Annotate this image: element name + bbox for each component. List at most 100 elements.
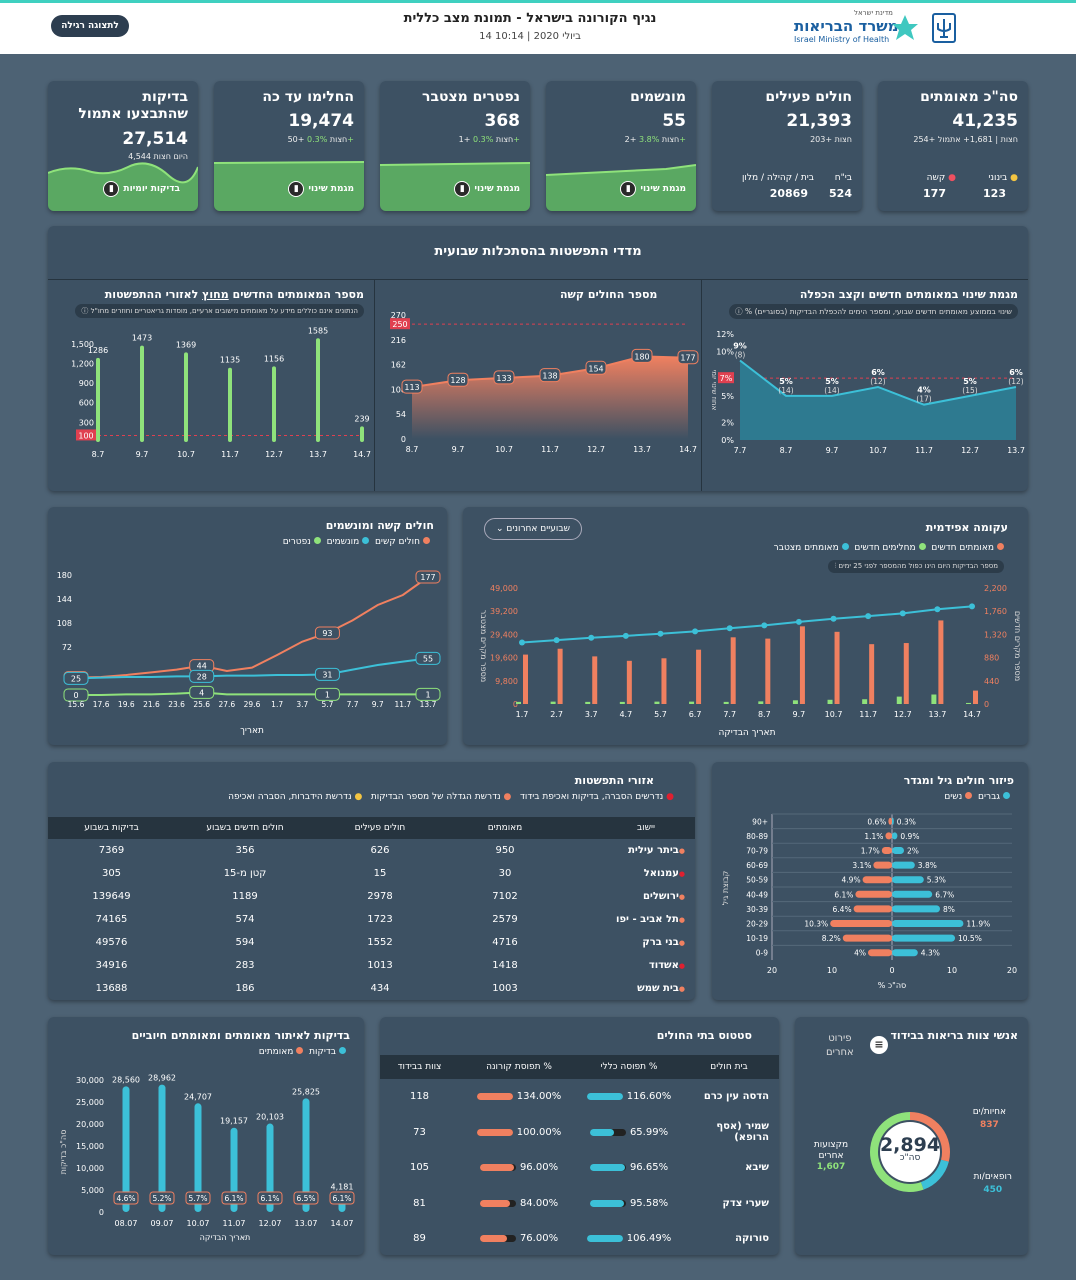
data-label: 6.1% xyxy=(834,890,853,899)
table-header-row: בית חולים % תפוסה כללי % תפוסת קורונה צוות … xyxy=(380,1055,779,1079)
table-cell: 105 xyxy=(409,1162,430,1174)
x-tick-label: 10 xyxy=(947,966,957,975)
kpi-ventilated: מונשמים 55 2+ חצות 3.8%+ ▮ מגמת שינוי xyxy=(546,81,696,211)
table-row[interactable]: ●אשדוד 1418 1013 283 34916 xyxy=(48,954,695,977)
doubling-label: (17) xyxy=(916,395,931,404)
y-tick-label: 0-9 xyxy=(756,949,768,958)
tests-title: בדיקות לאיתור מאומתים ומאומתים חיוביים xyxy=(131,1029,350,1042)
data-label: 44 xyxy=(197,662,207,671)
table-row[interactable]: ●בית שמש 1003 434 186 13688 xyxy=(48,977,695,1000)
bar-men xyxy=(892,847,904,854)
table-cell: 2579 xyxy=(492,914,518,925)
bar-new-recovered xyxy=(827,699,833,704)
table-cell: 15 xyxy=(373,868,387,879)
y-tick-label: 30,000 xyxy=(76,1076,104,1085)
period-dropdown[interactable]: ⌄ שבועיים אחרונים xyxy=(484,518,582,540)
table-row[interactable]: שערי צדק 95.58% 84.00% 81 xyxy=(380,1186,779,1222)
point xyxy=(795,618,802,625)
x-tick-label: 29.6 xyxy=(244,700,261,709)
doubling-label: (8) xyxy=(735,351,746,360)
table-header-cell[interactable]: % תפוסת קורונה xyxy=(486,1062,552,1072)
x-tick-label: 5.7 xyxy=(321,700,333,709)
table-row[interactable]: ●ירושלים 7102 2978 1189 139649 xyxy=(48,885,695,908)
data-label: 4.3% xyxy=(921,949,940,958)
table-cell: 1013 xyxy=(367,960,393,971)
data-label: 93 xyxy=(322,629,332,638)
doubling-label: (15) xyxy=(962,386,977,395)
table-row[interactable]: ●בני ברק 4716 1552 594 49576 xyxy=(48,931,695,954)
bar-new-confirmed xyxy=(938,620,944,704)
occupancy-fill xyxy=(586,1093,623,1101)
y-tick-label: 20,000 xyxy=(76,1120,104,1129)
trend-button-ventilated[interactable]: ▮ מגמת שינוי xyxy=(620,181,686,197)
x-axis-label: % סה"כ xyxy=(878,981,906,990)
staff-nurses: אחיות/ים 837 xyxy=(972,1107,1006,1130)
series-line xyxy=(75,576,429,679)
y-tick-label: 900 xyxy=(79,379,94,388)
table-row[interactable]: שמיר (אסף הרופא) 65.99% 100.00% 73 xyxy=(380,1115,779,1151)
table-cell: 95.58% xyxy=(629,1197,669,1209)
menu-icon[interactable]: ≡ xyxy=(870,1036,888,1054)
table-header-cell[interactable]: % תפוסה כללי xyxy=(600,1062,658,1072)
table-row[interactable]: ●תל אביב - יפו 2579 1723 574 74165 xyxy=(48,908,695,931)
y-left-tick: 29,400 xyxy=(490,630,518,639)
bar-new-confirmed xyxy=(903,643,909,704)
bar-tests xyxy=(158,1084,166,1212)
data-label-box xyxy=(631,348,653,363)
table-cell: 186 xyxy=(235,983,255,994)
table-cell: 100.00% xyxy=(516,1126,562,1138)
trend-button-recovered[interactable]: ▮ מגמת שינוי xyxy=(288,181,354,197)
table-row[interactable]: סורוקה 106.49% 76.00% 89 xyxy=(380,1221,779,1257)
bar-new-confirmed xyxy=(523,654,528,704)
bar-women xyxy=(888,817,892,825)
table-cell: 356 xyxy=(235,845,255,856)
data-label: 1286 xyxy=(88,346,108,355)
x-axis-label: תאריך xyxy=(240,726,264,736)
data-label: 5% xyxy=(825,377,839,386)
table-row[interactable]: ●ביתר עילית 950 626 356 7369 xyxy=(48,839,695,862)
table-row[interactable]: הדסה עין כרם 116.60% 134.00% 118 xyxy=(380,1079,779,1115)
epidemic-note: ⫶ מספר הבדיקות היום הינו כפול מהמספר לפנ… xyxy=(828,560,1004,573)
table-cell: 626 xyxy=(370,845,390,856)
x-tick-label: 19.6 xyxy=(118,700,135,709)
table-row[interactable]: ●עמנואל 30 15 קטן מ-15 305 xyxy=(48,862,695,885)
x-tick-label: 20 xyxy=(1007,966,1017,975)
table-header-cell[interactable]: צוות בבידוד xyxy=(397,1062,442,1072)
point xyxy=(761,622,768,629)
data-label-box xyxy=(314,687,340,701)
threshold-label: 250 xyxy=(392,320,407,329)
y-left-axis-label: מספר מקרים מצטבר xyxy=(479,610,488,682)
page-title: נגיף הקורונה בישראל - תמונת מצב כללית xyxy=(403,11,657,26)
bar-new-recovered xyxy=(792,700,798,704)
staff-donut-chart xyxy=(870,1112,950,1192)
table-row[interactable]: שיבא 96.65% 96.00% 105 xyxy=(380,1150,779,1186)
x-tick-label: 11.07 xyxy=(223,1219,246,1228)
data-label: 4% xyxy=(917,386,931,395)
positivity-box xyxy=(257,1191,283,1205)
spread-title: מדדי התפשטות בהסתכלות שבועית xyxy=(434,244,642,259)
data-label: 31 xyxy=(322,670,332,679)
table-cell: 76.00% xyxy=(519,1233,559,1245)
tests-panel xyxy=(48,1017,364,1255)
daily-tests-button[interactable]: ▮ בדיקות יומיות xyxy=(103,181,180,197)
status-dot: ● xyxy=(678,893,685,901)
positivity-label: 4.6% xyxy=(116,1194,135,1203)
x-tick-label: 7.7 xyxy=(723,710,736,719)
table-cell: 116.60% xyxy=(626,1091,672,1103)
x-axis-label: תאריך הבדיקה xyxy=(200,1233,251,1242)
table-cell: 2978 xyxy=(367,891,393,902)
bar-new-confirmed xyxy=(661,658,667,704)
staff-total: 2,894 סה"כ xyxy=(879,1134,941,1163)
x-tick-label: 14.7 xyxy=(963,710,981,719)
trend-button-deceased[interactable]: ▮ מגמת שינוי xyxy=(454,181,520,197)
table-header-cell[interactable]: בית חולים xyxy=(710,1062,748,1072)
epidemic-curve-chart: 0 9,800 19,600 29,400 39,200 49,000 0 440 880 1,3… xyxy=(479,584,1022,738)
data-label: 6.7% xyxy=(935,890,954,899)
y-tick-label: 30-39 xyxy=(746,905,768,914)
normal-view-button[interactable]: לתצוגה רגילה xyxy=(51,15,129,37)
x-tick-label: 12.7 xyxy=(961,446,979,455)
point xyxy=(657,630,664,637)
table-cell: 7369 xyxy=(98,845,125,856)
x-tick-label: 14.07 xyxy=(331,1219,354,1228)
y-tick-label: 270 xyxy=(391,311,406,320)
